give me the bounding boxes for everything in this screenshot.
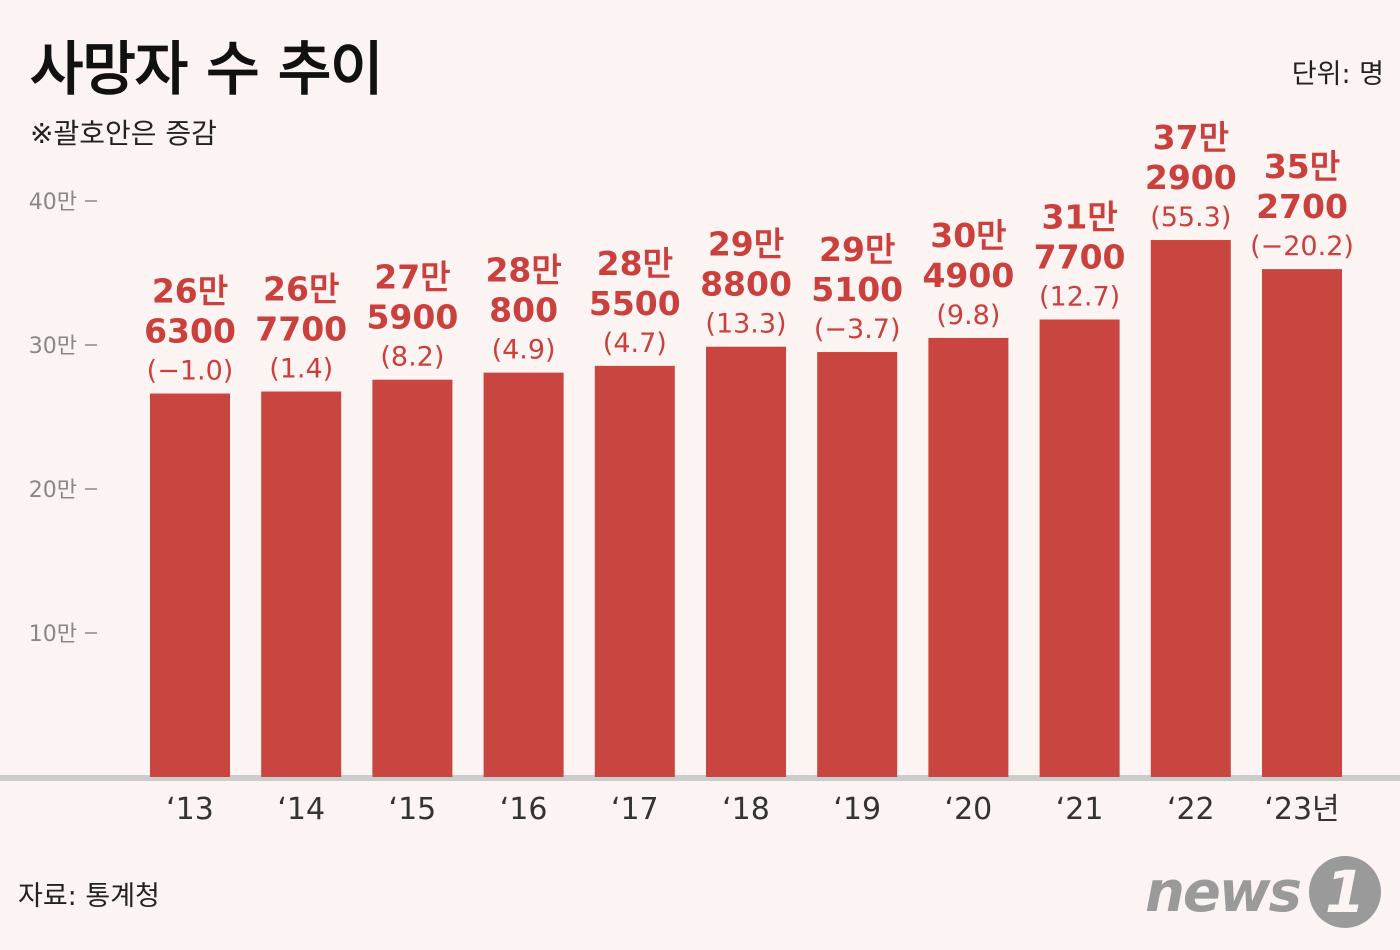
source-label: 자료: 통계청 — [18, 881, 160, 912]
x-tick-label: ‘16 — [500, 792, 548, 827]
x-tick-label: ‘15 — [389, 792, 437, 827]
chart-note: ※괄호안은 증감 — [30, 117, 217, 150]
x-axis-baseline — [0, 775, 1400, 781]
chart-title: 사망자 수 추이 — [30, 35, 384, 103]
x-tick-label: ‘17 — [611, 792, 659, 827]
value-label: 27만 — [374, 258, 450, 297]
value-label: 29만 — [708, 225, 784, 264]
y-tick-label: 30만 — [29, 334, 77, 359]
bar — [483, 372, 564, 777]
bar — [928, 337, 1009, 777]
value-label: 30만 — [930, 216, 1006, 255]
change-label: (−3.7) — [814, 314, 901, 345]
bar — [372, 379, 453, 777]
change-label: (55.3) — [1150, 202, 1231, 233]
value-label: 31만 — [1041, 198, 1117, 237]
value-label: 5100 — [811, 270, 903, 309]
value-label: 6300 — [144, 312, 236, 351]
value-label: 37만 — [1153, 118, 1229, 157]
value-label: 28만 — [597, 244, 673, 283]
x-tick-label: ‘19 — [833, 792, 881, 827]
bar — [1262, 269, 1342, 777]
value-label: 2900 — [1145, 158, 1237, 197]
value-label: 28만 — [485, 251, 561, 290]
value-label: 5900 — [366, 298, 458, 337]
value-label: 7700 — [255, 310, 347, 349]
logo-mark-digit: 1 — [1324, 858, 1366, 926]
change-label: (4.9) — [492, 335, 556, 366]
x-tick-label: ‘20 — [945, 792, 993, 827]
bar — [1039, 319, 1120, 777]
value-label: 5500 — [589, 284, 681, 323]
news1-logo: news 1 — [1145, 852, 1385, 932]
y-tick-label: 10만 — [29, 622, 77, 647]
change-label: (13.3) — [705, 309, 786, 340]
change-label: (4.7) — [603, 328, 667, 359]
x-tick-label: ‘23년 — [1264, 792, 1339, 827]
value-label: 26만 — [263, 270, 339, 309]
value-label: 4900 — [922, 256, 1014, 295]
bar — [817, 352, 898, 777]
value-label: 29만 — [819, 230, 895, 269]
change-label: (9.8) — [936, 300, 1000, 331]
unit-label: 단위: 명 — [1291, 59, 1384, 90]
change-label: (8.2) — [380, 342, 444, 373]
logo-mark-icon: 1 — [1309, 856, 1381, 928]
value-label: 7700 — [1034, 238, 1126, 277]
value-label: 26만 — [152, 272, 228, 311]
value-label: 8800 — [700, 265, 792, 304]
value-label: 2700 — [1256, 187, 1348, 226]
bar — [150, 393, 230, 777]
y-tick-label: 20만 — [29, 478, 77, 503]
y-tick-label: 40만 — [29, 190, 77, 215]
change-label: (−20.2) — [1250, 231, 1354, 262]
value-label: 35만 — [1264, 147, 1340, 186]
change-label: (12.7) — [1039, 282, 1120, 313]
x-tick-label: ‘14 — [277, 792, 325, 827]
value-label: 800 — [489, 291, 558, 330]
x-tick-label: ‘22 — [1167, 792, 1215, 827]
bar — [594, 365, 675, 777]
change-label: (1.4) — [269, 354, 333, 385]
bar — [261, 391, 342, 777]
logo-text: news — [1145, 860, 1302, 925]
bar — [706, 346, 786, 777]
x-tick-label: ‘13 — [166, 792, 214, 827]
bar — [1150, 240, 1231, 778]
x-tick-label: ‘18 — [722, 792, 770, 827]
x-tick-label: ‘21 — [1056, 792, 1104, 827]
change-label: (−1.0) — [147, 356, 234, 387]
